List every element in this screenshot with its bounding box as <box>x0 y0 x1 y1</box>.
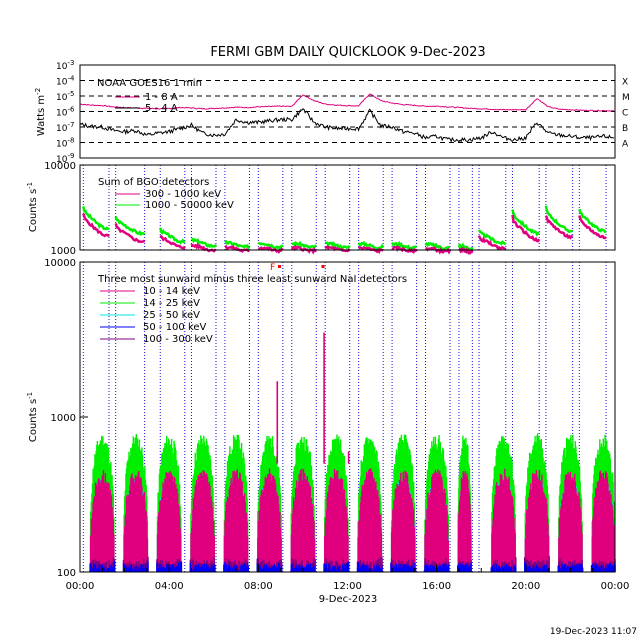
goes-ytick-label: 10-3 <box>56 59 74 72</box>
goes-legend-title: NOAA GOES16 1 min <box>97 78 202 89</box>
bgo-series-high-line <box>477 229 507 246</box>
flare-marker-label: F <box>270 263 275 273</box>
bgo-series-high-line <box>224 239 251 251</box>
goes-legend-label-long: 1 - 8 A <box>145 92 178 103</box>
bgo-series <box>82 205 607 255</box>
figure-title: FERMI GBM DAILY QUICKLOOK 9-Dec-2023 <box>210 45 485 60</box>
bgo-series-high-line <box>114 216 146 237</box>
nai-ytick-label: 1000 <box>51 413 76 424</box>
nai-legend-label: 25 - 50 keV <box>143 310 200 321</box>
bgo-series-low-line <box>544 215 574 240</box>
goes-short-series <box>79 108 615 143</box>
class-label-x: X <box>622 78 628 88</box>
bgo-series-high-line <box>82 206 110 231</box>
flare-marker <box>321 265 325 268</box>
nai-y-ticks: 10000 1000 100 <box>44 258 88 579</box>
nai-legend-label: 50 - 100 keV <box>143 322 207 333</box>
nai-legend-label: 10 - 14 keV <box>143 286 200 297</box>
bgo-series-high-line <box>390 240 417 250</box>
x-tick-label: 04:00 <box>155 581 184 592</box>
nai-ytick-label: 10000 <box>44 258 76 269</box>
x-axis-date-label: 9-Dec-2023 <box>319 594 377 605</box>
footer-timestamp: 19-Dec-2023 11:07 <box>550 627 637 637</box>
bgo-legend-label-low: 300 - 1000 keV <box>145 189 221 200</box>
bgo-series-high-line <box>578 208 607 234</box>
bgo-series-low-line <box>114 223 146 244</box>
bgo-series-high-line <box>544 205 574 234</box>
bgo-ytick-label: 1000 <box>51 246 76 257</box>
goes-ytick-label: 10-4 <box>56 75 75 88</box>
bgo-series-low-line <box>82 213 110 238</box>
bgo-series-high-line <box>324 241 351 250</box>
bgo-series-low-line <box>578 215 607 240</box>
goes-ytick-label: 10-8 <box>56 137 74 150</box>
nai-ytick-label: 100 <box>57 568 76 579</box>
bgo-orbit-lines <box>82 165 607 250</box>
bgo-series-low-line <box>257 246 284 254</box>
nai-legend-title: Three most sunward minus three least sun… <box>97 274 407 285</box>
bgo-frame <box>79 164 616 251</box>
bgo-legend-label-high: 1000 - 50000 keV <box>145 200 234 211</box>
bgo-series-low-line <box>324 245 351 253</box>
bgo-y-ticks: 10000 1000 <box>44 161 86 257</box>
nai-series <box>89 332 616 572</box>
bgo-series-high-line <box>191 237 218 249</box>
goes-class-level-lines <box>80 80 615 143</box>
class-label-b: B <box>622 124 628 134</box>
x-tick-label: 00:00 <box>66 581 95 592</box>
x-tick-label: 16:00 <box>422 581 451 592</box>
goes-ytick-label: 10-7 <box>56 121 74 134</box>
bgo-ytick-label: 10000 <box>44 161 76 172</box>
goes-y-axis-label: Watts m-2 <box>34 88 47 136</box>
bgo-series-low-line <box>159 234 186 250</box>
bgo-series-high-line <box>257 241 284 251</box>
nai-panel: F 10000 1000 100 Three most sunward minus … <box>26 258 616 579</box>
nai-y-axis-label: Counts s-1 <box>26 392 39 442</box>
x-tick-label: 12:00 <box>333 581 362 592</box>
goes-y-ticks: 10-910-810-710-610-510-410-3 <box>56 59 85 165</box>
bgo-series-high-line <box>424 241 451 251</box>
flare-markers: F <box>270 263 325 273</box>
x-tick-label: 20:00 <box>511 581 540 592</box>
goes-long-series <box>80 93 614 112</box>
bgo-y-axis-label: Counts s-1 <box>26 182 39 232</box>
x-tick-label: 00:00 <box>601 581 630 592</box>
goes-ytick-label: 10-6 <box>56 106 75 119</box>
goes-ytick-label: 10-5 <box>56 90 74 103</box>
class-label-c: C <box>622 109 628 119</box>
goes-legend-label-short: 5 - 4 A <box>145 103 178 114</box>
bgo-legend-title: Sum of BGO detectors <box>98 177 209 188</box>
bgo-series-high-line <box>511 209 540 237</box>
bgo-panel: 10000 1000 Sum of BGO detectors 300 - 100… <box>26 161 616 257</box>
x-tick-label: 08:00 <box>244 581 273 592</box>
nai-legend-label: 100 - 300 keV <box>143 334 213 345</box>
class-label-m: M <box>622 93 630 103</box>
bgo-series-high-line <box>291 240 317 250</box>
flare-marker <box>278 265 282 268</box>
nai-legend-label: 14 - 25 keV <box>143 298 200 309</box>
bgo-series-high-line <box>357 240 385 250</box>
x-axis-ticks: 00:00 04:00 08:00 12:00 16:00 20:00 00:00 <box>66 564 630 592</box>
bgo-series-low-line <box>391 245 418 254</box>
class-label-a: A <box>622 140 629 150</box>
bgo-series-high-line <box>159 227 186 245</box>
bgo-series-low-line <box>477 235 507 251</box>
bgo-series-low-line <box>511 214 541 243</box>
